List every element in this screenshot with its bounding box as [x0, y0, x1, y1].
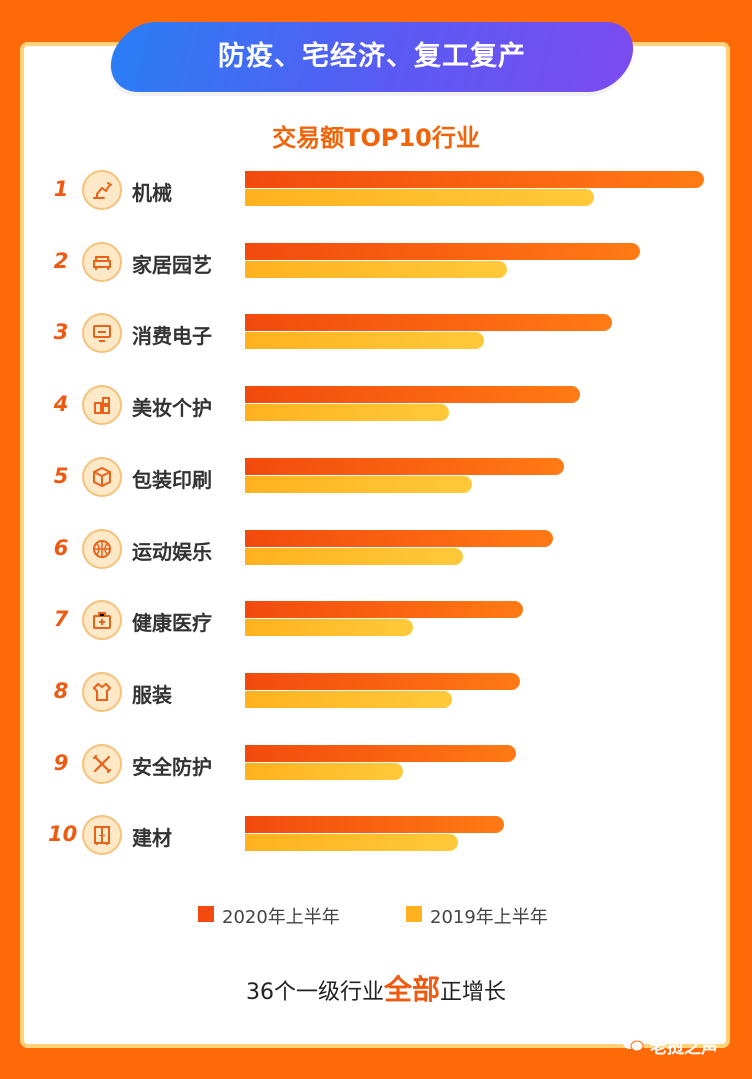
- rank-number: 3: [53, 320, 69, 345]
- banner-title: 防疫、宅经济、复工复产: [218, 41, 526, 72]
- category-label: 消费电子: [132, 324, 212, 349]
- bar-2019: [245, 332, 484, 350]
- chart-title: 交易额TOP10行业: [272, 124, 480, 152]
- bar-2019: [245, 690, 452, 708]
- rank-number: 9: [53, 750, 69, 775]
- footer-highlight: 全部: [383, 973, 440, 1006]
- category-label: 安全防护: [132, 754, 212, 779]
- legend-swatch-2020: [198, 906, 214, 922]
- cosmetics-icon: [82, 385, 122, 426]
- watermark: 老挝之声: [650, 1038, 718, 1058]
- rank-number: 1: [53, 177, 69, 201]
- sofa-icon: [82, 241, 122, 282]
- robot-arm-icon: [82, 170, 122, 210]
- bar-2020: [245, 171, 704, 188]
- rank-number: 7: [53, 607, 69, 632]
- category-label: 运动娱乐: [132, 539, 212, 564]
- bar-2020: [245, 672, 521, 690]
- wechat-icon: [623, 1037, 644, 1052]
- category-label: 美妆个护: [132, 396, 212, 421]
- bar-2019: [245, 260, 507, 278]
- category-label: 机械: [132, 181, 172, 205]
- bar-2019: [245, 762, 404, 780]
- basketball-icon: [82, 528, 122, 569]
- medical-kit-icon: [82, 600, 122, 641]
- category-label: 家居园艺: [132, 252, 212, 277]
- rank-number: 8: [53, 678, 69, 703]
- category-label: 包装印刷: [132, 467, 212, 492]
- bar-2020: [245, 457, 564, 475]
- bar-2019: [245, 834, 459, 852]
- footer-prefix: 36个一级行业: [245, 980, 384, 1005]
- footer-suffix: 正增长: [440, 980, 507, 1005]
- category-label: 健康医疗: [132, 611, 212, 636]
- tools-icon: [82, 743, 122, 784]
- bar-2020: [245, 601, 523, 619]
- bar-2020: [245, 242, 640, 260]
- rank-number: 10: [48, 822, 78, 847]
- clothing-icon: [82, 671, 122, 712]
- monitor-icon: [82, 313, 122, 354]
- footer-note: 36个一级行业全部正增长: [0, 968, 752, 1008]
- rank-number: 6: [53, 535, 69, 560]
- legend-swatch-2019: [406, 906, 422, 922]
- rank-number: 2: [53, 248, 69, 273]
- category-label: 服装: [132, 682, 172, 707]
- bar-2019: [245, 404, 450, 422]
- legend-label-2019: 2019年上半年: [430, 907, 548, 928]
- package-box-icon: [82, 456, 122, 497]
- rank-number: 4: [53, 392, 69, 417]
- bar-2020: [245, 744, 516, 762]
- bar-2020: [245, 386, 581, 404]
- category-label: 建材: [132, 826, 172, 851]
- rank-number: 5: [53, 463, 69, 488]
- bar-2019: [245, 547, 464, 565]
- legend-label-2020: 2020年上半年: [222, 907, 340, 928]
- bar-2020: [245, 816, 505, 834]
- bar-2019: [245, 189, 594, 206]
- cabinet-icon: [82, 815, 122, 856]
- bar-2020: [245, 314, 613, 332]
- bar-2020: [245, 529, 553, 547]
- bar-2019: [245, 475, 473, 493]
- bar-2019: [245, 619, 413, 637]
